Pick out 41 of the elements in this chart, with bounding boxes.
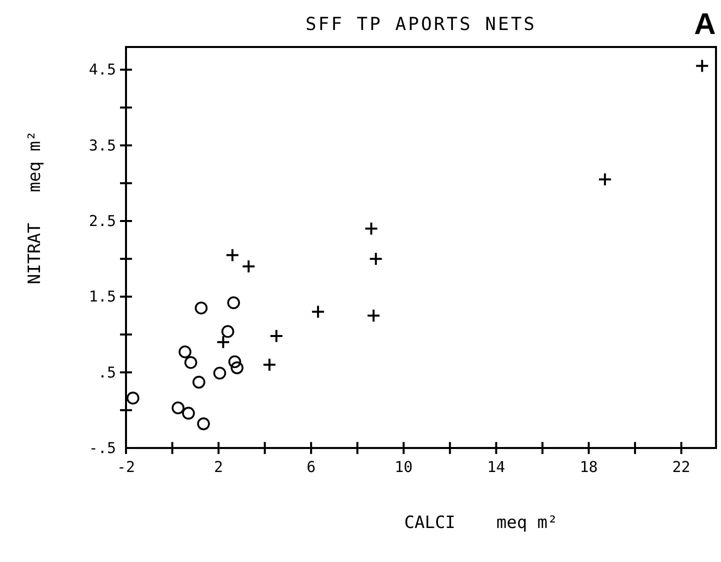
point (182, 406, 195, 420)
point (126, 392, 140, 404)
x-tick-label: 10 (394, 458, 413, 476)
point (366, 308, 381, 323)
point (695, 58, 710, 73)
text: A (694, 8, 716, 41)
point (364, 222, 378, 236)
x-tick-label: 6 (306, 458, 316, 476)
point (216, 335, 230, 350)
x-tick-label: 2 (214, 458, 224, 476)
point (178, 346, 192, 358)
x-tick-label: 18 (580, 458, 598, 476)
point (194, 302, 208, 314)
chart-title: SFF TP APORTS NETS (305, 14, 537, 35)
x-tick-label: 14 (487, 458, 506, 476)
y-tick-label: .5 (98, 363, 116, 382)
point (192, 376, 206, 389)
point (227, 296, 240, 310)
point (269, 329, 284, 344)
y-tick-label: 2.5 (88, 212, 116, 230)
point (225, 248, 240, 262)
point (230, 361, 244, 374)
point (184, 356, 198, 369)
y-tick-label: -.5 (88, 439, 116, 457)
point (368, 252, 383, 266)
point (197, 417, 210, 430)
point (221, 325, 234, 338)
point (228, 355, 242, 368)
point (242, 259, 256, 274)
point (172, 402, 184, 414)
point (213, 366, 226, 380)
y-tick-label: 3.5 (88, 136, 116, 154)
y-tick-label: 4.5 (88, 60, 116, 79)
point (598, 172, 612, 186)
x-tick-label: 22 (672, 458, 690, 476)
x-tick-label: -2 (116, 458, 136, 476)
point (311, 304, 326, 319)
point (262, 358, 276, 372)
x-axis-title: CALCI meq m² (404, 513, 558, 533)
y-tick-label: 1.5 (88, 288, 116, 306)
y-axis-title: NITRAT meq m² (25, 130, 45, 284)
